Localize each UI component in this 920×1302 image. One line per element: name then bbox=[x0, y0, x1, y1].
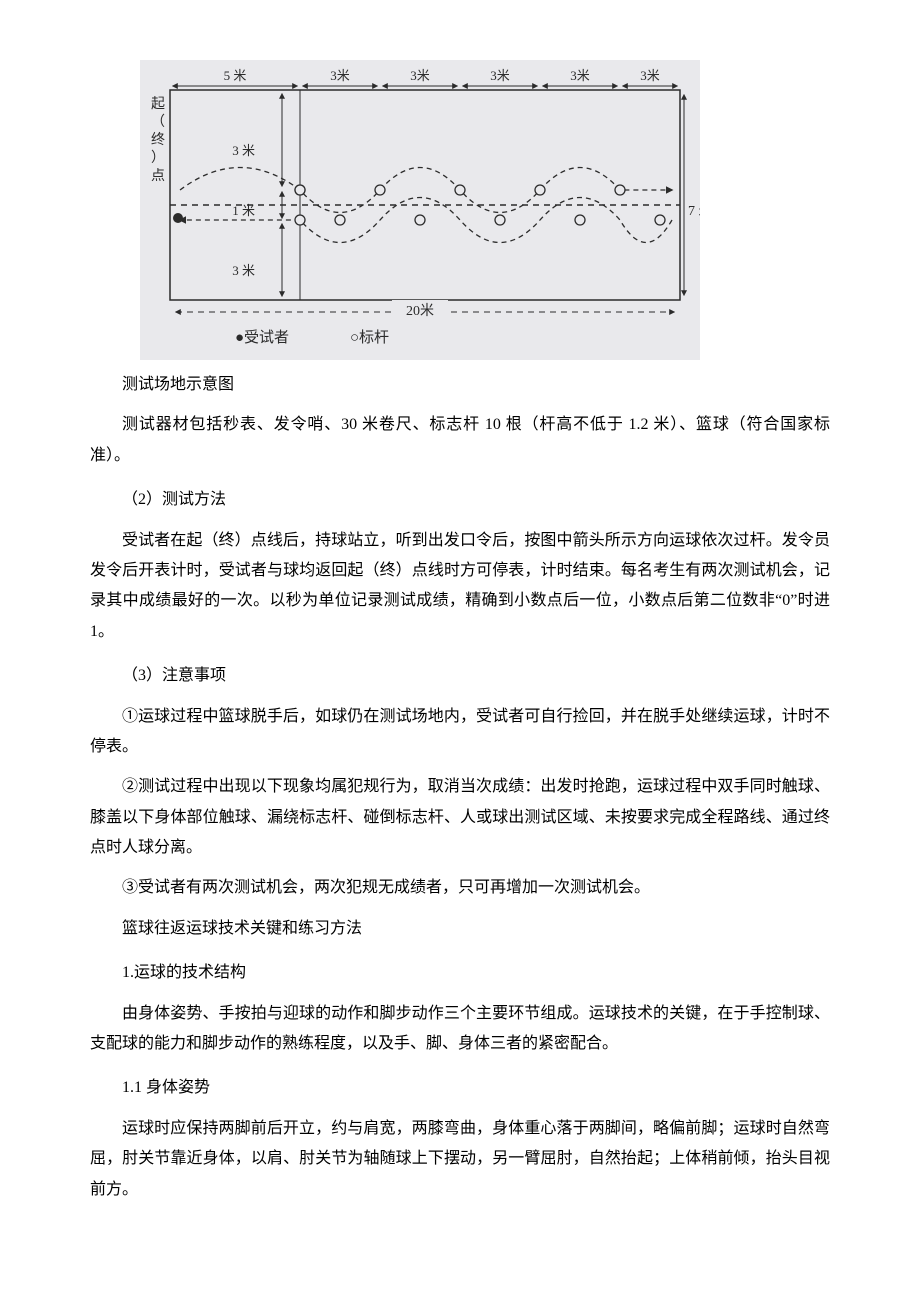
diagram-container: 5 米 3米 3米 3米 3米 3米起 （ 终 ） 点 7 米 3 米 1 米 3 米 20米 ●受试者 ○标杆 bbox=[140, 60, 700, 360]
heading-1: 1.运球的技术结构 bbox=[90, 958, 830, 988]
svg-text:7 米: 7 米 bbox=[688, 203, 700, 219]
paragraph-1: 由身体姿势、手按拍与迎球的动作和脚步动作三个主要环节组成。运球技术的关键，在于手… bbox=[90, 999, 830, 1060]
paragraph-method: 受试者在起（终）点线后，持球站立，听到出发口令后，按图中箭头所示方向运球依次过杆… bbox=[90, 526, 830, 648]
svg-text:1 米: 1 米 bbox=[232, 203, 255, 218]
heading-notes: （3）注意事项 bbox=[90, 661, 830, 691]
svg-text:（: （ bbox=[151, 114, 165, 130]
svg-text:20米: 20米 bbox=[406, 303, 434, 319]
heading-method: （2）测试方法 bbox=[90, 485, 830, 515]
diagram-caption: 测试场地示意图 bbox=[90, 370, 830, 400]
svg-text:3米: 3米 bbox=[570, 68, 590, 83]
svg-text:3米: 3米 bbox=[490, 68, 510, 83]
svg-text:5 米: 5 米 bbox=[224, 68, 247, 83]
svg-text:3 米: 3 米 bbox=[232, 143, 255, 158]
test-field-diagram: 5 米 3米 3米 3米 3米 3米起 （ 终 ） 点 7 米 3 米 1 米 3 米 20米 ●受试者 ○标杆 bbox=[140, 60, 700, 360]
svg-text:3 米: 3 米 bbox=[232, 263, 255, 278]
svg-text:点: 点 bbox=[151, 168, 165, 184]
svg-text:起: 起 bbox=[151, 96, 165, 112]
svg-text:3米: 3米 bbox=[410, 68, 430, 83]
heading-1-1: 1.1 身体姿势 bbox=[90, 1073, 830, 1103]
svg-text:3米: 3米 bbox=[640, 68, 660, 83]
note-1: ①运球过程中篮球脱手后，如球仍在测试场地内，受试者可自行捡回，并在脱手处继续运球… bbox=[90, 702, 830, 763]
note-3: ③受试者有两次测试机会，两次犯规无成绩者，只可再增加一次测试机会。 bbox=[90, 873, 830, 903]
paragraph-1-1: 运球时应保持两脚前后开立，约与肩宽，两膝弯曲，身体重心落于两脚间，略偏前脚；运球… bbox=[90, 1114, 830, 1205]
svg-text:）: ） bbox=[151, 150, 165, 166]
svg-text:3米: 3米 bbox=[330, 68, 350, 83]
svg-text:终: 终 bbox=[151, 132, 165, 148]
svg-text:○标杆: ○标杆 bbox=[350, 329, 389, 346]
equipment-paragraph: 测试器材包括秒表、发令哨、30 米卷尺、标志杆 10 根（杆高不低于 1.2 米… bbox=[90, 410, 830, 471]
svg-text:●受试者: ●受试者 bbox=[235, 329, 289, 346]
note-2: ②测试过程中出现以下现象均属犯规行为，取消当次成绩：出发时抢跑，运球过程中双手同… bbox=[90, 772, 830, 863]
subtitle: 篮球往返运球技术关键和练习方法 bbox=[90, 914, 830, 944]
